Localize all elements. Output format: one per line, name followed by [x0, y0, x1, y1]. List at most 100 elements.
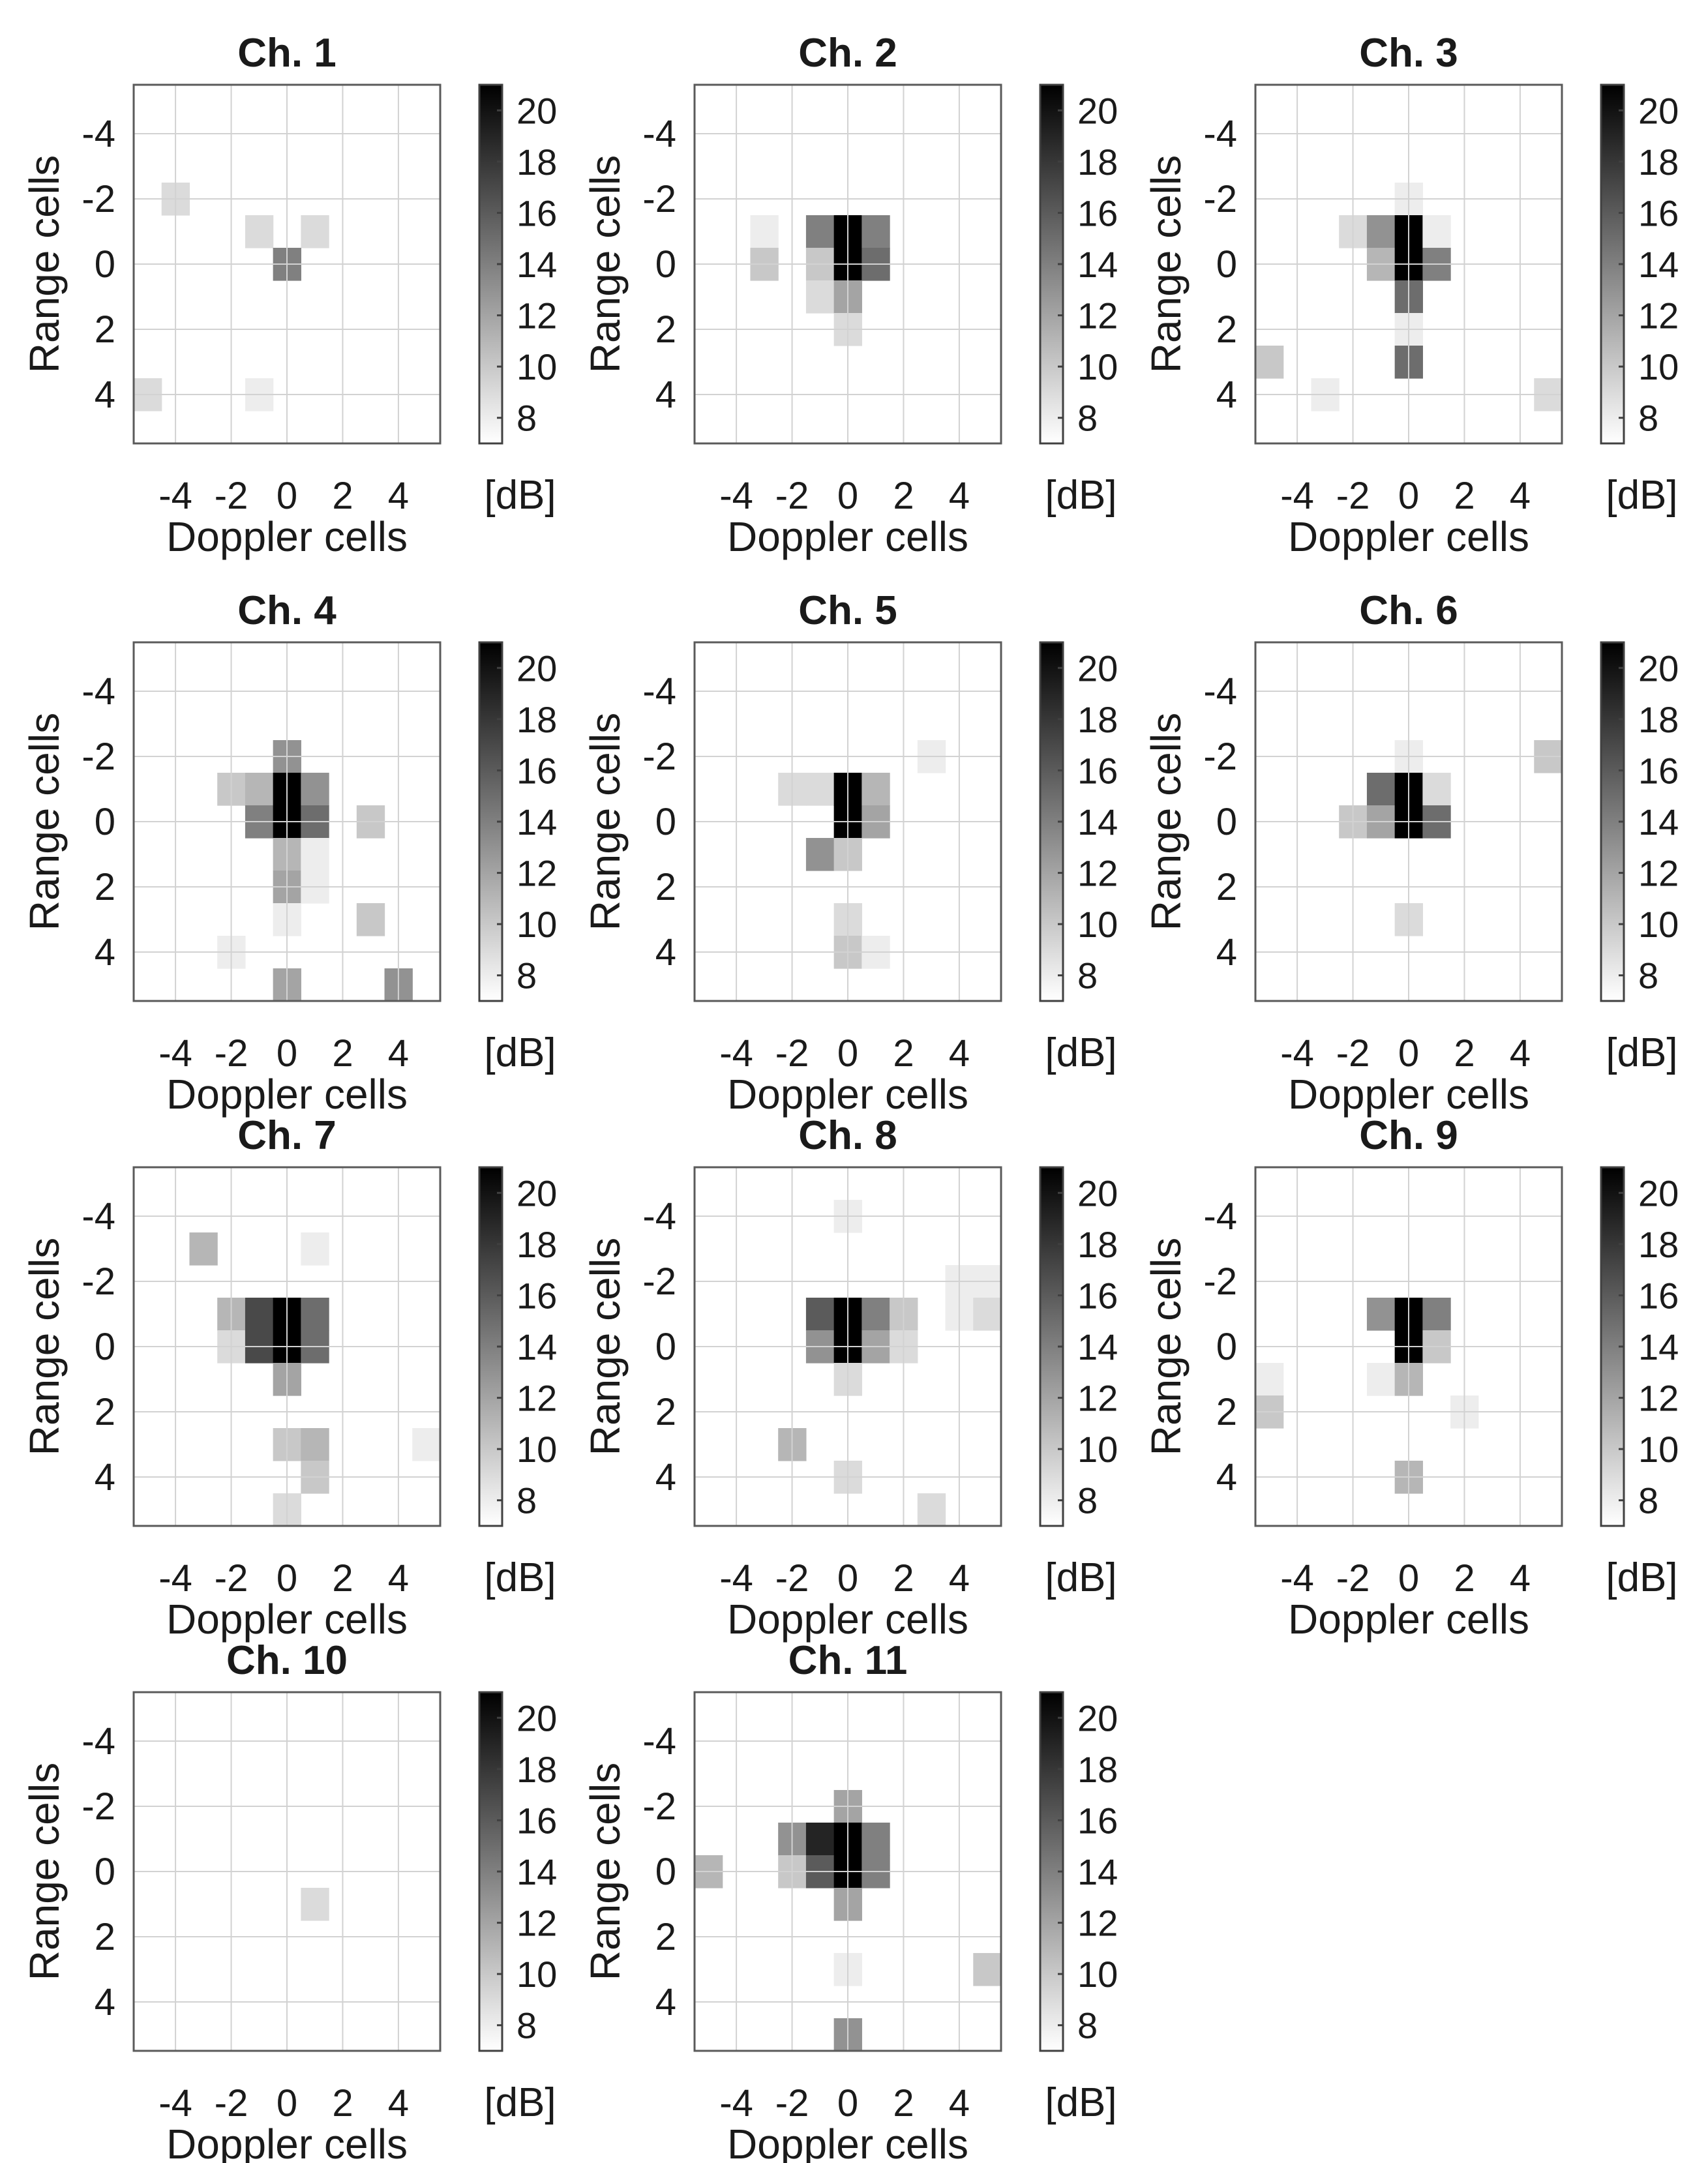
- y-tick-label: 2: [1216, 866, 1237, 908]
- colorbar-unit-label: [dB]: [1606, 1555, 1677, 1600]
- colorbar-tick-label: 12: [517, 1903, 557, 1944]
- x-tick-label: -4: [719, 475, 753, 517]
- y-tick-label: 2: [95, 308, 115, 351]
- y-tick-label: 4: [1216, 374, 1237, 416]
- colorbar-tick-label: 16: [1077, 192, 1118, 233]
- colorbar-tick-label: 8: [517, 955, 537, 996]
- colorbar-tick-label: 16: [1638, 750, 1679, 791]
- plot-frame: [1254, 641, 1563, 1002]
- colorbar-tick-label: 16: [517, 1800, 557, 1841]
- x-axis-label: Doppler cells: [1288, 1596, 1529, 1643]
- plot-frame: [693, 1166, 1002, 1527]
- y-tick-label: 4: [95, 374, 115, 416]
- y-tick-label: -2: [642, 178, 676, 220]
- colorbar-tick-label: 18: [1638, 699, 1679, 740]
- colorbar-tick-label: 14: [517, 1326, 557, 1367]
- x-axis-label: Doppler cells: [166, 2121, 408, 2163]
- colorbar-tick-label: 10: [517, 346, 557, 387]
- colorbar-tick-label: 12: [1638, 853, 1679, 894]
- heatmap-cell: [189, 1232, 218, 1266]
- x-tick-label: 4: [1510, 1557, 1531, 1600]
- colorbar-tick-label: 8: [1638, 955, 1658, 996]
- colorbar-tick-label: 8: [1638, 398, 1658, 439]
- colorbar-tick-label: 12: [517, 295, 557, 336]
- y-tick-label: 0: [1216, 1326, 1237, 1368]
- y-tick-label: -2: [642, 1785, 676, 1828]
- y-tick-label: -2: [642, 1261, 676, 1303]
- x-axis-label: Doppler cells: [166, 1071, 408, 1118]
- colorbar-tick-label: 16: [1077, 750, 1118, 791]
- colorbar-unit-label: [dB]: [1606, 1030, 1677, 1075]
- colorbar-unit-label: [dB]: [1606, 473, 1677, 518]
- x-axis-label: Doppler cells: [727, 1596, 968, 1643]
- y-tick-label: -2: [82, 1261, 115, 1303]
- x-tick-label: -4: [158, 1032, 192, 1075]
- x-tick-label: 4: [1510, 475, 1531, 517]
- colorbar-tick-label: 18: [1077, 1749, 1118, 1790]
- colorbar-tick-label: 12: [1638, 295, 1679, 336]
- y-tick-label: -4: [642, 113, 676, 155]
- y-tick-label: -2: [1203, 1261, 1237, 1303]
- colorbar-tick-label: 18: [517, 1749, 557, 1790]
- y-tick-label: 0: [95, 243, 115, 286]
- colorbar-unit-label: [dB]: [484, 1030, 556, 1075]
- colorbar-tick-label: 18: [1638, 1224, 1679, 1265]
- colorbar-unit-label: [dB]: [1045, 473, 1116, 518]
- colorbar-tick-label: 14: [1077, 801, 1118, 843]
- x-axis-label: Doppler cells: [1288, 1071, 1529, 1118]
- y-axis-label: Range cells: [582, 713, 629, 931]
- heatmap-cell: [861, 1823, 890, 1856]
- panel-title: Ch. 3: [1359, 31, 1458, 76]
- colorbar-tick-label: 12: [517, 853, 557, 894]
- y-axis-label: Range cells: [21, 1238, 68, 1455]
- colorbar-tick-label: 18: [517, 142, 557, 183]
- y-tick-label: 4: [95, 1456, 115, 1499]
- colorbar-tick-label: 16: [517, 750, 557, 791]
- colorbar-tick-label: 18: [1077, 699, 1118, 740]
- x-tick-label: -2: [215, 1032, 248, 1075]
- colorbar-tick-label: 16: [1638, 192, 1679, 233]
- colorbar-tick-label: 20: [517, 648, 557, 689]
- panel-title: Ch. 8: [798, 1113, 897, 1158]
- y-axis-label: Range cells: [1143, 713, 1190, 931]
- y-axis-label: Range cells: [582, 155, 629, 373]
- x-tick-label: -4: [1280, 475, 1314, 517]
- y-axis-label: Range cells: [582, 1238, 629, 1455]
- x-tick-label: -2: [775, 475, 809, 517]
- x-tick-label: 0: [837, 1032, 858, 1075]
- heatmap-cell: [1422, 773, 1451, 806]
- plot-frame: [132, 1166, 442, 1527]
- heatmap-cell: [805, 838, 835, 871]
- colorbar-tick-label: 20: [1077, 90, 1118, 131]
- colorbar-tick-label: 14: [517, 801, 557, 843]
- x-tick-label: 4: [949, 2082, 970, 2125]
- x-tick-label: 4: [949, 1557, 970, 1600]
- y-tick-label: -4: [642, 670, 676, 713]
- x-tick-label: 2: [1454, 475, 1475, 517]
- y-tick-label: -2: [642, 736, 676, 778]
- y-tick-label: -2: [82, 1785, 115, 1828]
- heatmap-cell: [245, 215, 274, 248]
- colorbar-tick-label: 10: [517, 904, 557, 945]
- x-tick-label: -4: [1280, 1557, 1314, 1600]
- x-tick-label: -2: [215, 2082, 248, 2125]
- y-tick-label: 0: [655, 1851, 676, 1893]
- x-tick-label: -2: [1336, 1032, 1370, 1075]
- y-tick-label: 2: [1216, 1391, 1237, 1433]
- x-tick-label: 0: [277, 2082, 297, 2125]
- y-tick-label: -4: [82, 670, 115, 713]
- y-tick-label: 4: [1216, 931, 1237, 974]
- heatmap-cell: [805, 215, 835, 248]
- colorbar-tick-label: 14: [517, 1851, 557, 1892]
- y-tick-label: 2: [95, 1916, 115, 1958]
- colorbar-unit-label: [dB]: [484, 2080, 556, 2125]
- colorbar-tick-label: 20: [1638, 90, 1679, 131]
- colorbar-tick-label: 10: [517, 1429, 557, 1470]
- colorbar-tick-label: 10: [1077, 346, 1118, 387]
- y-tick-label: 0: [1216, 243, 1237, 286]
- x-tick-label: 2: [893, 475, 914, 517]
